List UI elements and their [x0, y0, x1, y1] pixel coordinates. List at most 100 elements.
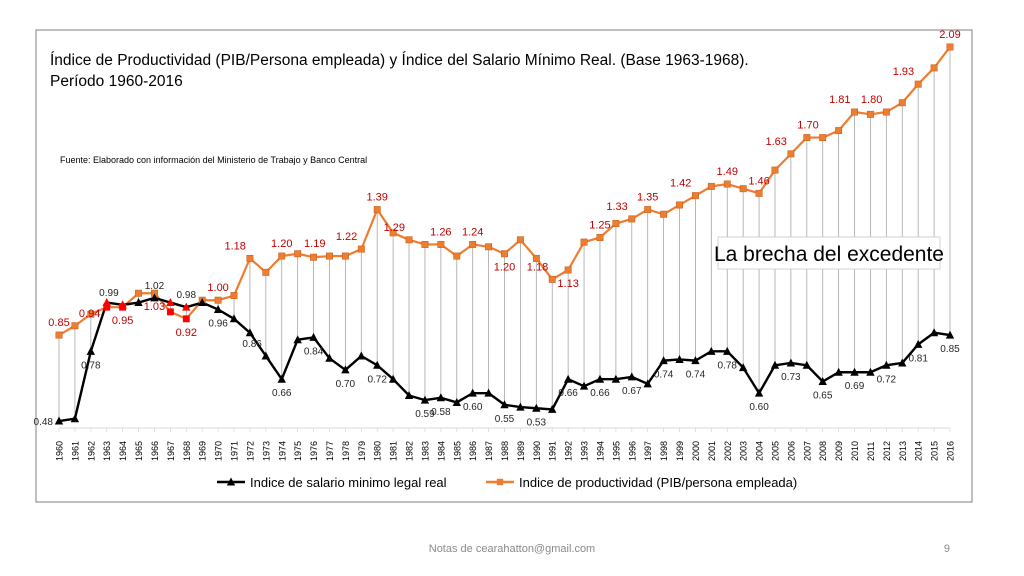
x-tick-label: 1971 — [230, 441, 240, 461]
wage-point — [150, 293, 159, 302]
productivity-point — [628, 215, 636, 223]
productivity-point — [930, 64, 938, 72]
chart-title: Índice de Productividad (PIB/Persona emp… — [50, 52, 749, 69]
wage-point — [70, 414, 80, 423]
wage-point — [197, 298, 207, 307]
productivity-data-label: 0.92 — [176, 327, 197, 339]
wage-data-label: 0.66 — [590, 388, 610, 399]
wage-point — [325, 353, 334, 362]
legend-label: Indice de salario minimo legal real — [250, 475, 447, 490]
x-tick-label: 2003 — [739, 441, 749, 461]
x-tick-label: 1981 — [389, 441, 399, 461]
productivity-point — [771, 166, 779, 174]
productivity-point — [246, 254, 254, 262]
x-tick-label: 1988 — [500, 441, 510, 461]
x-tick-label: 2013 — [898, 441, 908, 461]
x-tick-label: 1991 — [548, 441, 558, 461]
wage-data-label: 0.84 — [304, 346, 324, 357]
productivity-point — [421, 241, 429, 248]
wage-data-label: 0.99 — [99, 288, 119, 299]
wage-point — [643, 379, 652, 388]
productivity-point — [469, 241, 477, 248]
wage-data-label: 0.66 — [272, 388, 292, 399]
productivity-data-label: 1.19 — [304, 238, 325, 250]
wage-point — [277, 374, 286, 383]
chart-source: Fuente: Elaborado con información del Mi… — [60, 155, 367, 165]
x-tick-label: 1969 — [198, 441, 208, 461]
wage-point — [723, 346, 732, 355]
wage-point — [373, 360, 382, 369]
productivity-point — [326, 252, 333, 260]
x-tick-label: 1997 — [643, 441, 653, 461]
x-tick-label: 2008 — [818, 441, 828, 461]
x-tick-label: 2014 — [914, 441, 924, 461]
wage-point — [675, 354, 684, 363]
productivity-point — [723, 180, 731, 188]
wage-data-label: 0.69 — [845, 381, 865, 392]
productivity-data-label: 1.63 — [765, 136, 786, 148]
data-labels: 0.48 0.78 0.99 1.02 0.98 0.96 0.86 0.66 0.84 0.70… — [34, 29, 961, 428]
x-tick-label: 1998 — [659, 441, 669, 461]
productivity-point — [851, 108, 858, 116]
productivity-point — [612, 220, 620, 227]
x-tick-label: 1990 — [532, 441, 542, 461]
wage-point — [532, 403, 541, 412]
productivity-data-label: 1.70 — [797, 120, 818, 132]
x-tick-label: 1962 — [86, 441, 96, 461]
wage-data-label: 0.70 — [336, 379, 356, 390]
productivity-point — [453, 252, 461, 260]
wage-point — [563, 374, 573, 383]
productivity-point — [644, 206, 652, 214]
productivity-point — [516, 236, 524, 244]
wage-data-label: 0.58 — [431, 407, 451, 418]
productivity-point — [866, 110, 874, 118]
wage-point — [293, 335, 302, 344]
productivity-data-label: 1.29 — [384, 222, 405, 234]
wage-point — [659, 356, 668, 365]
productivity-data-label: 0.94 — [79, 308, 100, 320]
wage-point — [738, 363, 748, 372]
wage-data-label: 0.48 — [34, 417, 54, 428]
x-tick-label: 1989 — [516, 441, 526, 461]
productivity-point — [135, 289, 143, 297]
x-tick-label: 1982 — [405, 441, 415, 461]
x-tick-label: 1965 — [134, 441, 144, 461]
gap-annotation-box — [717, 236, 941, 270]
x-tick-label: 2011 — [866, 442, 876, 461]
x-tick-label: 1972 — [245, 441, 255, 461]
wage-point — [245, 328, 255, 337]
wage-point — [850, 367, 859, 376]
productivity-point — [87, 310, 95, 318]
productivity-point — [278, 252, 286, 260]
x-axis: 1960 1961 1962 1963 1964 1965 1966 1967 1968 1969… — [55, 427, 956, 461]
productivity-point — [214, 296, 222, 304]
productivity-data-label: 0.85 — [48, 317, 69, 329]
x-tick-label: 1996 — [627, 441, 637, 461]
wage-data-label: 0.78 — [81, 360, 101, 371]
x-tick-label: 1977 — [325, 441, 335, 461]
x-tick-label: 2010 — [850, 441, 860, 461]
wage-point — [802, 360, 812, 369]
productivity-point — [660, 210, 668, 218]
productivity-point — [691, 192, 699, 200]
x-tick-label: 2004 — [755, 441, 765, 461]
productivity-point — [580, 238, 588, 246]
productivity-data-label: 2.09 — [939, 29, 960, 41]
productivity-point — [787, 150, 795, 158]
productivity-point — [914, 80, 922, 88]
wage-point — [945, 330, 955, 339]
wage-point — [436, 393, 446, 402]
gap-annotation: La brecha del excedente — [714, 236, 944, 270]
productivity-data-label: 1.13 — [557, 278, 578, 290]
wage-data-label: 0.60 — [463, 402, 483, 413]
productivity-data-label: 1.03 — [144, 301, 165, 313]
wage-data-label: 0.86 — [242, 339, 262, 350]
x-tick-label: 2005 — [770, 441, 780, 461]
wage-data-label: 0.67 — [622, 386, 642, 397]
wage-point — [134, 298, 143, 307]
productivity-point — [564, 266, 572, 274]
productivity-point — [739, 185, 747, 193]
productivity-data-label: 1.49 — [717, 166, 738, 178]
productivity-point — [357, 245, 365, 253]
productivity-point — [389, 229, 397, 237]
